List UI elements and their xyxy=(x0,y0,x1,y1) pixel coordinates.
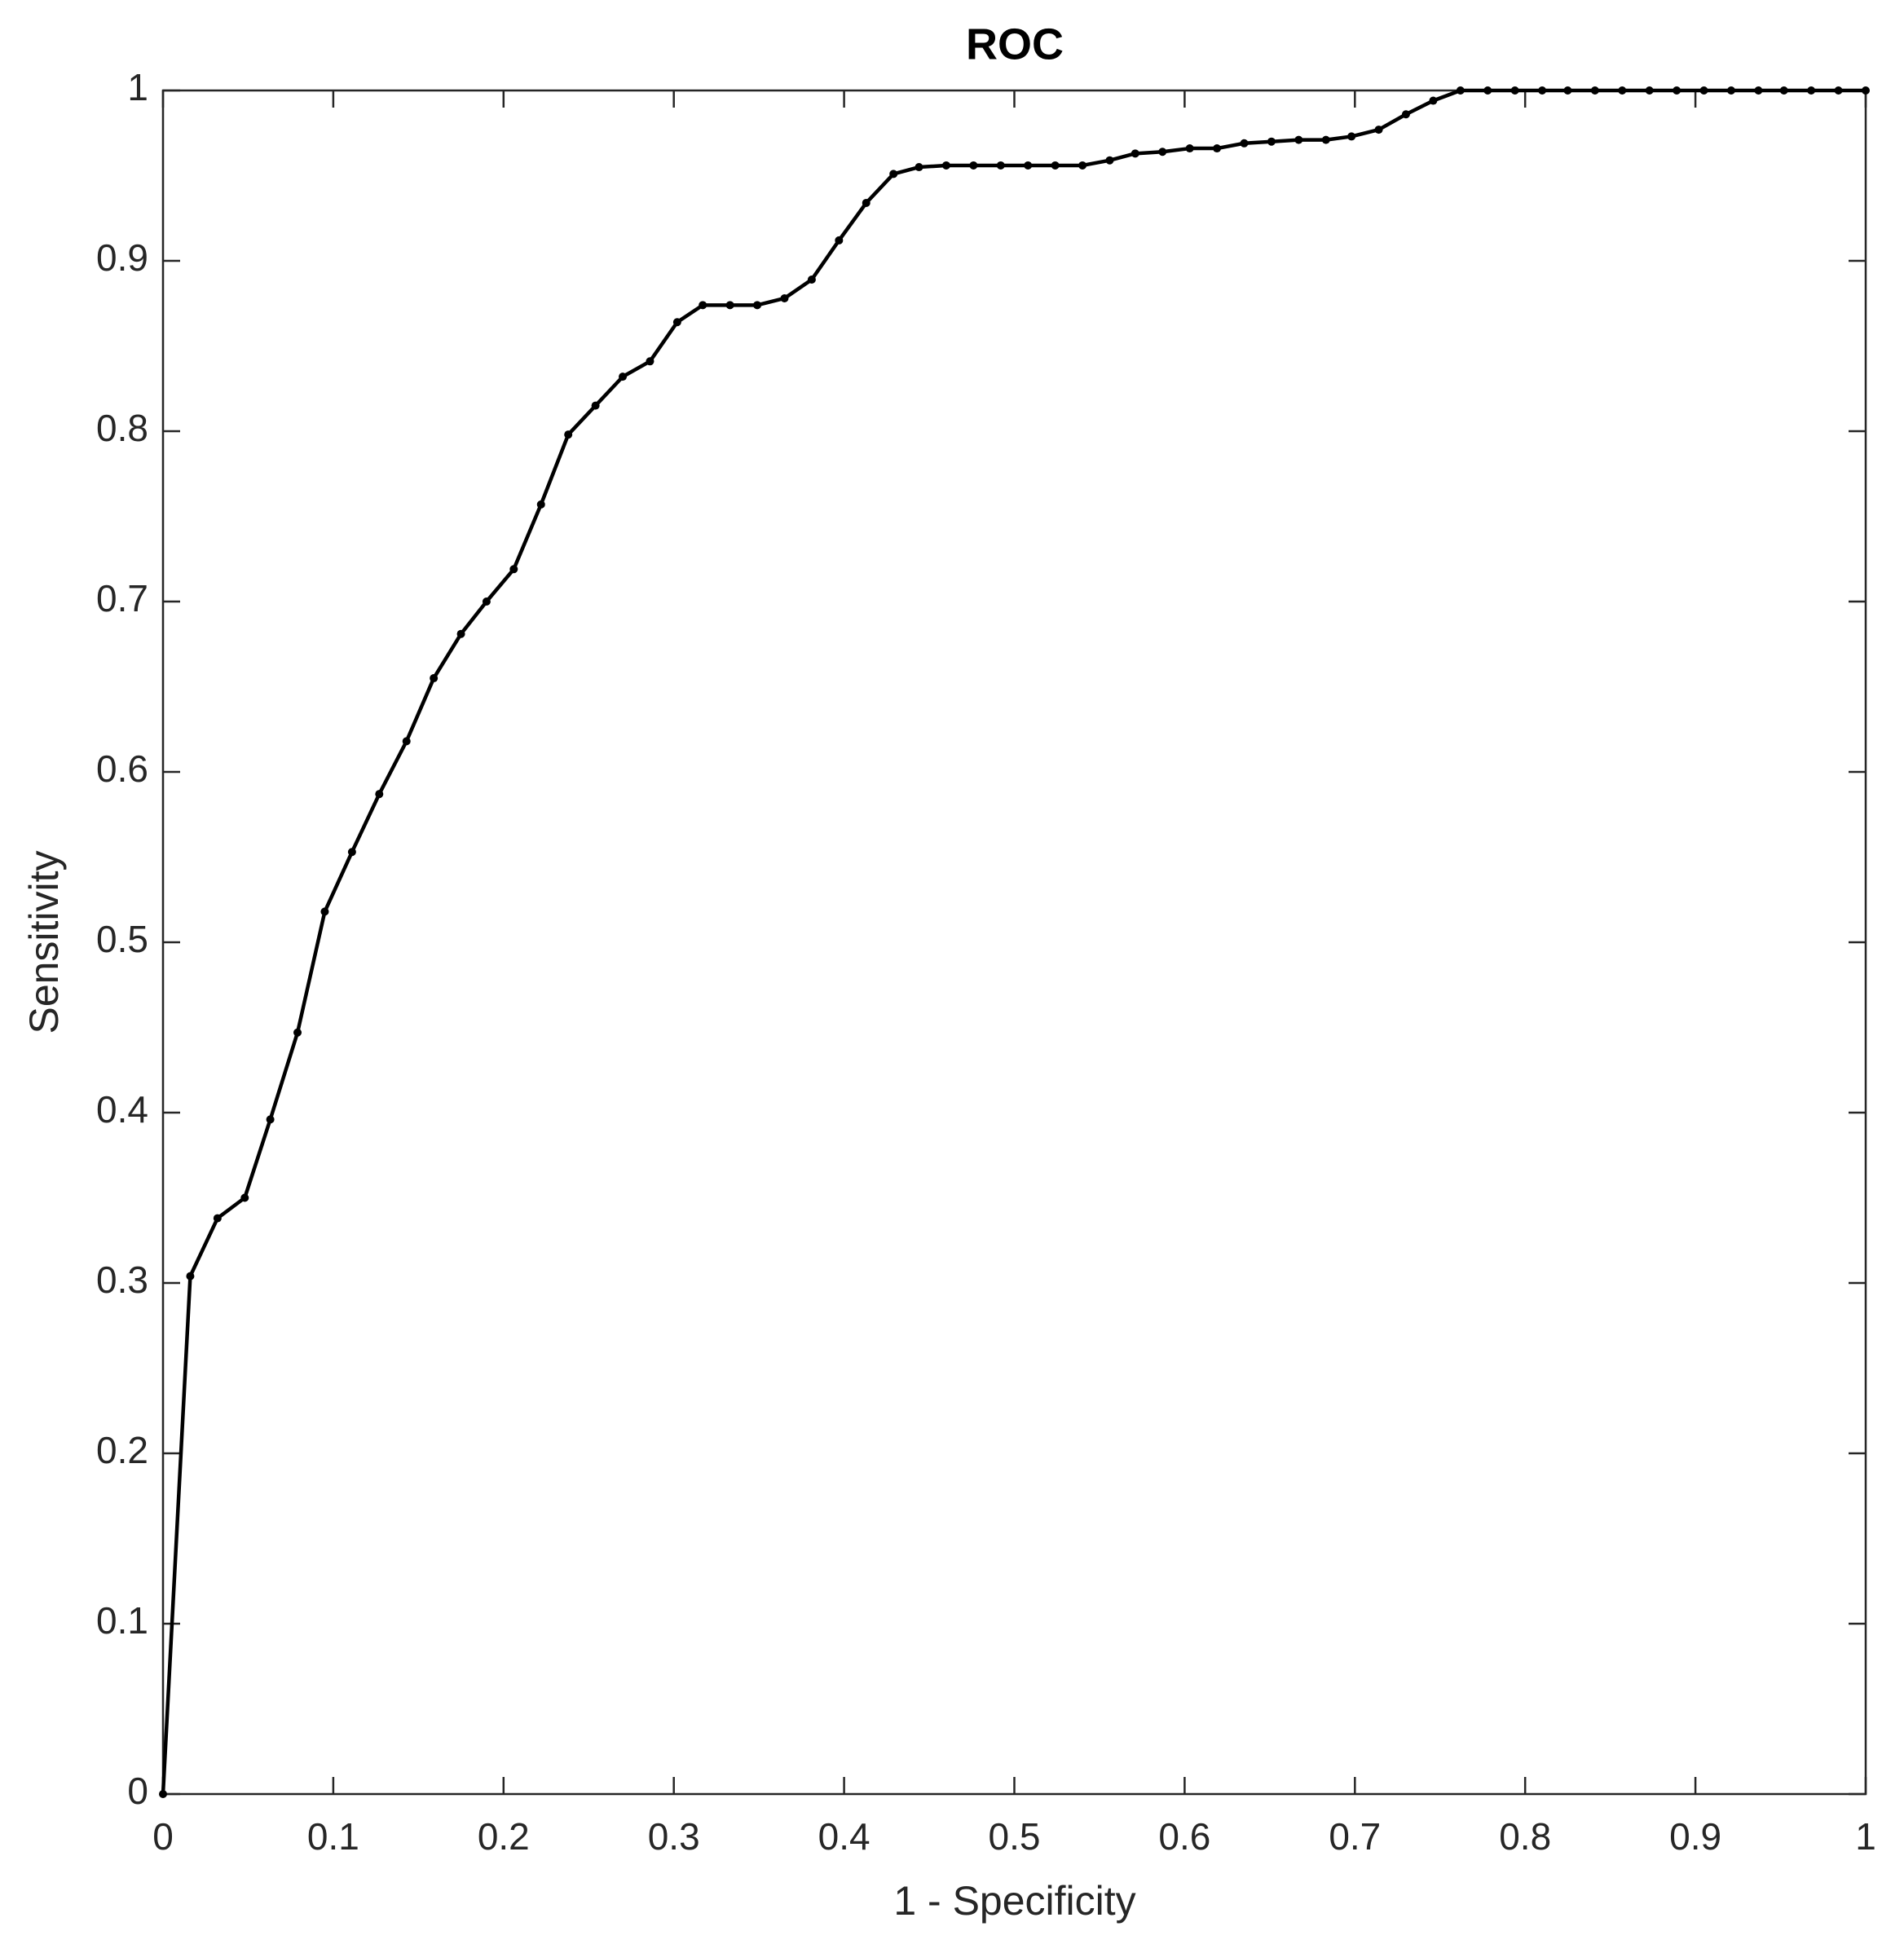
point-marker xyxy=(375,790,384,799)
chart-title: ROC xyxy=(966,20,1064,68)
point-marker xyxy=(807,275,816,284)
point-marker xyxy=(186,1272,195,1281)
point-marker xyxy=(1105,156,1114,165)
point-marker xyxy=(456,629,465,638)
point-marker xyxy=(969,161,978,170)
point-marker xyxy=(293,1028,302,1037)
point-marker xyxy=(1618,86,1627,95)
x-tick-label: 0.9 xyxy=(1669,1815,1721,1858)
y-tick-label: 0.3 xyxy=(96,1259,148,1301)
point-marker xyxy=(320,907,329,916)
point-marker xyxy=(1051,161,1060,170)
point-marker xyxy=(1699,86,1708,95)
x-tick-label: 0.6 xyxy=(1158,1815,1210,1858)
point-marker xyxy=(1240,139,1249,148)
point-marker xyxy=(1078,161,1087,170)
point-marker xyxy=(646,357,654,366)
point-marker xyxy=(725,301,734,310)
point-marker xyxy=(1754,86,1763,95)
x-tick-label: 1 xyxy=(1855,1815,1876,1858)
point-marker xyxy=(1538,86,1547,95)
x-tick-label: 0.5 xyxy=(989,1815,1041,1858)
point-marker xyxy=(402,737,411,746)
point-marker xyxy=(780,293,789,302)
roc-line xyxy=(161,88,1866,1795)
point-marker xyxy=(1726,86,1735,95)
y-tick-label: 0.1 xyxy=(96,1599,148,1642)
point-marker xyxy=(347,848,356,857)
point-marker xyxy=(1294,135,1303,144)
point-marker xyxy=(941,161,950,170)
x-tick-label: 0.1 xyxy=(307,1815,359,1858)
point-marker xyxy=(753,301,762,310)
y-tick-label: 0.6 xyxy=(96,747,148,790)
point-marker xyxy=(1563,86,1572,95)
y-tick-label: 0 xyxy=(127,1770,148,1812)
point-marker xyxy=(1374,126,1383,134)
x-axis-label: 1 - Specificity xyxy=(893,1878,1135,1924)
point-marker xyxy=(1158,148,1167,157)
y-tick-label: 0.5 xyxy=(96,918,148,960)
point-marker xyxy=(1321,135,1330,144)
y-tick-label: 0.4 xyxy=(96,1088,148,1131)
point-marker xyxy=(536,500,545,509)
point-marker xyxy=(430,674,439,683)
point-marker xyxy=(509,565,518,574)
point-marker xyxy=(1645,86,1654,95)
y-tick-label: 0.8 xyxy=(96,407,148,449)
point-marker xyxy=(996,161,1005,170)
point-marker xyxy=(159,1790,167,1798)
x-tick-label: 0.8 xyxy=(1499,1815,1551,1858)
point-marker xyxy=(564,430,573,439)
point-marker xyxy=(835,236,844,245)
point-marker xyxy=(1347,132,1356,141)
y-tick-label: 0.2 xyxy=(96,1429,148,1471)
point-marker xyxy=(1834,86,1843,95)
point-marker xyxy=(1862,86,1870,95)
point-marker xyxy=(1673,86,1681,95)
point-marker xyxy=(699,301,707,310)
point-marker xyxy=(1024,161,1033,170)
point-marker xyxy=(619,373,628,381)
point-marker xyxy=(1807,86,1816,95)
y-tick-label: 0.7 xyxy=(96,577,148,619)
point-marker xyxy=(672,318,681,327)
x-tick-label: 0.4 xyxy=(818,1815,870,1858)
point-marker xyxy=(240,1193,249,1202)
point-marker xyxy=(482,597,491,606)
point-marker xyxy=(1779,86,1788,95)
y-tick-label: 0.9 xyxy=(96,236,148,279)
point-marker xyxy=(1510,86,1519,95)
x-tick-label: 0 xyxy=(152,1815,174,1858)
x-tick-label: 0.7 xyxy=(1329,1815,1381,1858)
point-marker xyxy=(1429,96,1438,105)
point-marker xyxy=(591,401,600,410)
x-tick-label: 0.3 xyxy=(648,1815,700,1858)
point-marker xyxy=(266,1115,275,1124)
x-tick-label: 0.2 xyxy=(478,1815,530,1858)
point-marker xyxy=(915,163,923,172)
point-marker xyxy=(1185,144,1194,153)
y-tick-label: 1 xyxy=(127,66,148,108)
point-marker xyxy=(1483,86,1492,95)
y-axis-label: Sensitivity xyxy=(21,850,67,1034)
point-marker xyxy=(1267,137,1276,146)
point-marker xyxy=(889,170,898,179)
point-marker xyxy=(1456,86,1465,95)
point-marker xyxy=(1401,110,1410,119)
point-marker xyxy=(1590,86,1599,95)
point-marker xyxy=(862,198,870,207)
point-marker xyxy=(1130,149,1139,158)
point-marker xyxy=(1213,144,1222,153)
point-marker xyxy=(213,1214,222,1223)
